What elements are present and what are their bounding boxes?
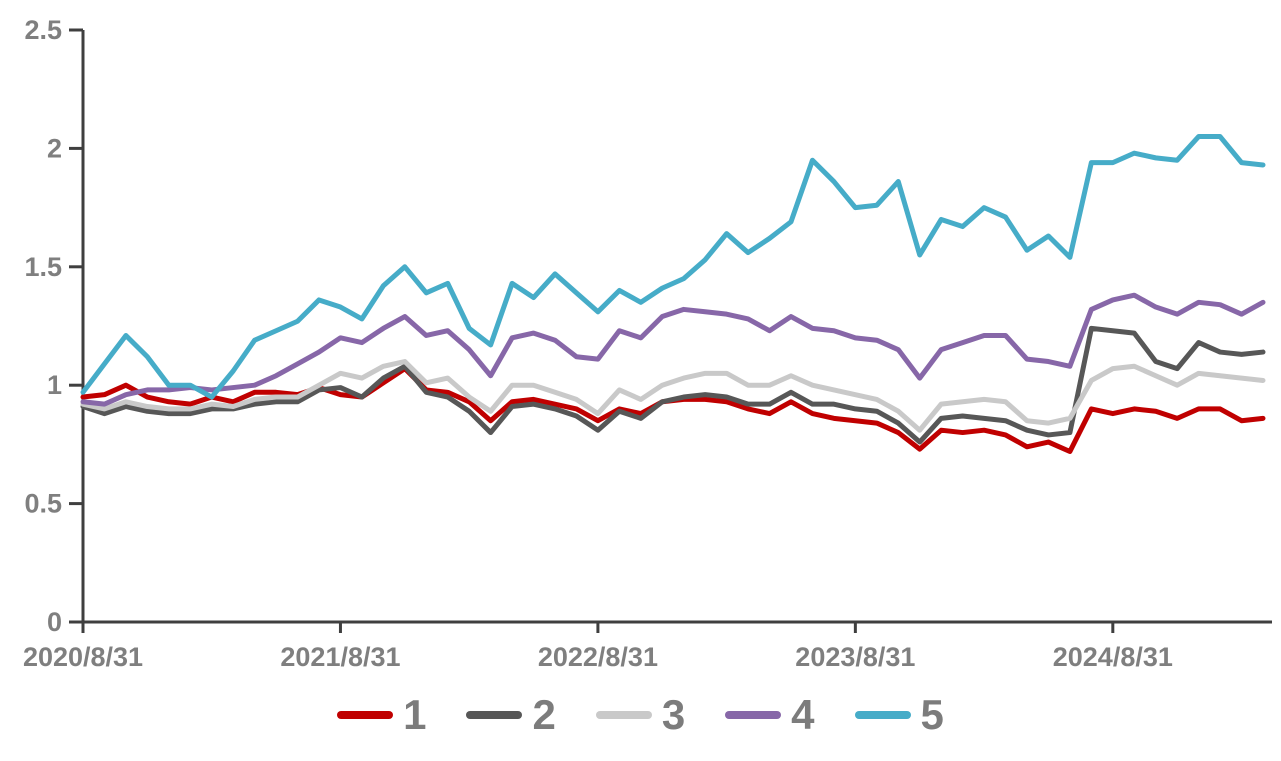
x-tick-label: 2020/8/31 <box>23 642 143 672</box>
legend-label-3: 3 <box>661 691 686 738</box>
legend-label-4: 4 <box>791 691 815 738</box>
series-line-2 <box>80 325 1266 445</box>
legend-item-2: 2 <box>466 691 556 738</box>
x-tick-label: 2022/8/31 <box>538 642 658 672</box>
y-tick-label: 1 <box>47 370 62 400</box>
y-tick-label: 2.5 <box>24 15 62 45</box>
y-tick-label: 1.5 <box>24 252 62 282</box>
legend-label-5: 5 <box>920 691 944 738</box>
legend-swatch-5 <box>854 711 911 719</box>
legend-item-3: 3 <box>595 691 686 738</box>
legend-item-1: 1 <box>337 694 426 736</box>
legend-swatch-3 <box>595 711 652 719</box>
legend-swatch-2 <box>466 711 523 719</box>
legend-item-5: 5 <box>854 691 944 738</box>
x-tick-label: 2024/8/31 <box>1053 642 1173 672</box>
x-tick-label: 2023/8/31 <box>795 642 915 672</box>
legend-label-1: 1 <box>403 691 427 738</box>
legend-swatch-4 <box>725 711 782 719</box>
legend-item-4: 4 <box>725 691 815 738</box>
series-line-4 <box>80 292 1266 407</box>
y-tick-label: 0 <box>47 607 62 637</box>
series-line-3 <box>80 359 1266 433</box>
y-tick-label: 0.5 <box>24 489 62 519</box>
chart-legend: 1 2 3 4 5 <box>0 688 1281 742</box>
series-line-5 <box>80 134 1266 400</box>
legend-swatch-1 <box>337 711 394 719</box>
x-tick-label: 2021/8/31 <box>280 642 400 672</box>
y-tick-label: 2 <box>47 133 62 163</box>
legend-label-2: 2 <box>532 691 556 738</box>
